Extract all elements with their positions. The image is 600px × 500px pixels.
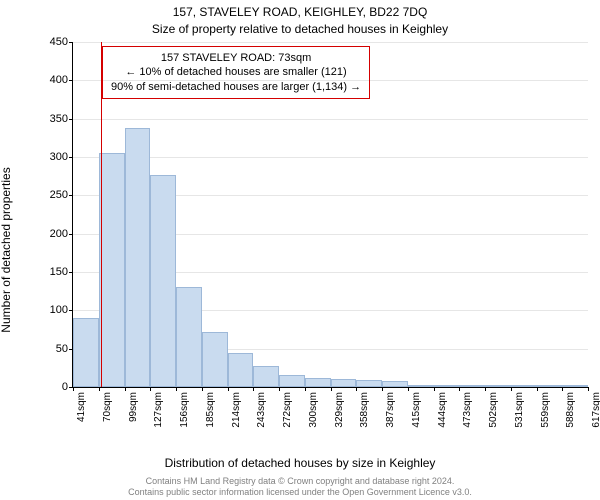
header-subtitle: Size of property relative to detached ho… <box>0 21 600 38</box>
histogram-bar <box>562 385 588 387</box>
xtick-label: 214sqm <box>231 392 242 442</box>
info-line-1: 157 STAVELEY ROAD: 73sqm <box>111 51 361 65</box>
xtick-mark <box>279 387 280 391</box>
xtick-label: 41sqm <box>76 392 87 442</box>
info-line-3: 90% of semi-detached houses are larger (… <box>111 80 361 94</box>
y-axis-label: Number of detached properties <box>0 167 13 332</box>
ytick-label: 450 <box>40 36 68 48</box>
xtick-label: 473sqm <box>462 392 473 442</box>
xtick-label: 502sqm <box>488 392 499 442</box>
xtick-mark <box>99 387 100 391</box>
xtick-mark <box>408 387 409 391</box>
ytick-mark <box>69 157 73 158</box>
xtick-mark <box>305 387 306 391</box>
ytick-label: 200 <box>40 228 68 240</box>
ytick-label: 50 <box>40 343 68 355</box>
ytick-label: 400 <box>40 74 68 86</box>
gridline <box>73 119 588 120</box>
xtick-label: 70sqm <box>102 392 113 442</box>
xtick-label: 358sqm <box>359 392 370 442</box>
footer-line-1: Contains HM Land Registry data © Crown c… <box>0 476 600 487</box>
histogram-bar <box>331 379 357 387</box>
histogram-bar <box>73 318 99 387</box>
header-address: 157, STAVELEY ROAD, KEIGHLEY, BD22 7DQ <box>0 0 600 21</box>
xtick-mark <box>150 387 151 391</box>
histogram-bar <box>279 375 305 387</box>
histogram-bar <box>537 385 563 387</box>
ytick-label: 100 <box>40 304 68 316</box>
histogram-bar <box>176 287 202 387</box>
histogram-bar <box>305 378 331 387</box>
xtick-label: 272sqm <box>282 392 293 442</box>
histogram-bar <box>459 385 485 387</box>
xtick-mark <box>434 387 435 391</box>
histogram-bar <box>150 175 176 387</box>
xtick-mark <box>176 387 177 391</box>
gridline <box>73 42 588 43</box>
xtick-label: 387sqm <box>385 392 396 442</box>
xtick-label: 156sqm <box>179 392 190 442</box>
histogram-bar <box>356 380 382 387</box>
xtick-mark <box>228 387 229 391</box>
xtick-label: 99sqm <box>128 392 139 442</box>
xtick-label: 617sqm <box>591 392 600 442</box>
xtick-mark <box>202 387 203 391</box>
xtick-label: 444sqm <box>437 392 448 442</box>
xtick-mark <box>331 387 332 391</box>
chart-area: 050100150200250300350400450 41sqm70sqm99… <box>42 40 588 440</box>
histogram-bar <box>228 353 254 387</box>
ytick-mark <box>69 80 73 81</box>
footer-attribution: Contains HM Land Registry data © Crown c… <box>0 476 600 498</box>
x-axis-label: Distribution of detached houses by size … <box>0 456 600 470</box>
histogram-bar <box>434 385 460 387</box>
xtick-label: 588sqm <box>565 392 576 442</box>
ytick-mark <box>69 234 73 235</box>
xtick-mark <box>485 387 486 391</box>
ytick-mark <box>69 195 73 196</box>
info-line-2: ← 10% of detached houses are smaller (12… <box>111 65 361 79</box>
xtick-mark <box>459 387 460 391</box>
histogram-bar <box>382 381 408 387</box>
xtick-mark <box>356 387 357 391</box>
xtick-label: 185sqm <box>205 392 216 442</box>
ytick-label: 300 <box>40 151 68 163</box>
ytick-label: 350 <box>40 113 68 125</box>
xtick-mark <box>511 387 512 391</box>
histogram-bar <box>125 128 151 387</box>
ytick-mark <box>69 119 73 120</box>
gridline <box>73 157 588 158</box>
histogram-bar <box>253 366 279 387</box>
xtick-mark <box>537 387 538 391</box>
info-callout-box: 157 STAVELEY ROAD: 73sqm ← 10% of detach… <box>102 46 370 99</box>
xtick-label: 127sqm <box>153 392 164 442</box>
ytick-mark <box>69 310 73 311</box>
xtick-mark <box>382 387 383 391</box>
ytick-label: 0 <box>40 381 68 393</box>
ytick-label: 150 <box>40 266 68 278</box>
xtick-mark <box>562 387 563 391</box>
footer-line-2: Contains public sector information licen… <box>0 487 600 498</box>
histogram-bar <box>408 385 434 387</box>
xtick-label: 531sqm <box>514 392 525 442</box>
xtick-mark <box>588 387 589 391</box>
histogram-bar <box>202 332 228 387</box>
ytick-label: 250 <box>40 189 68 201</box>
xtick-mark <box>73 387 74 391</box>
histogram-bar <box>99 153 125 387</box>
xtick-mark <box>253 387 254 391</box>
histogram-bar <box>511 385 537 387</box>
ytick-mark <box>69 42 73 43</box>
ytick-mark <box>69 272 73 273</box>
xtick-label: 559sqm <box>540 392 551 442</box>
histogram-bar <box>485 385 511 387</box>
xtick-label: 329sqm <box>334 392 345 442</box>
xtick-label: 300sqm <box>308 392 319 442</box>
xtick-label: 415sqm <box>411 392 422 442</box>
xtick-label: 243sqm <box>256 392 267 442</box>
xtick-mark <box>125 387 126 391</box>
